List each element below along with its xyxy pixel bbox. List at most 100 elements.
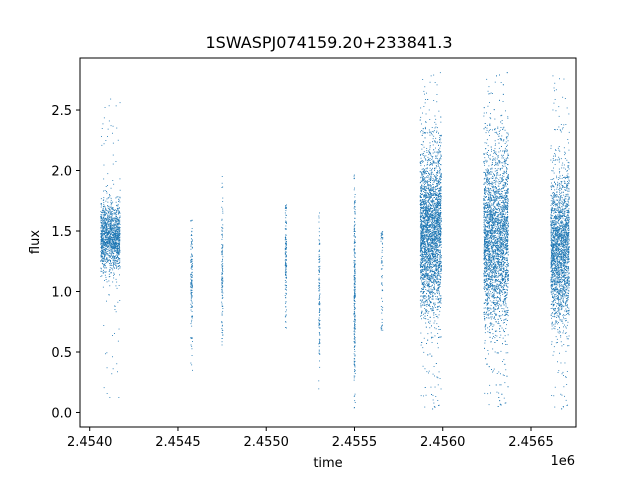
data-point [434, 222, 436, 224]
data-point [426, 171, 428, 172]
data-point [435, 209, 436, 211]
data-point [440, 155, 442, 157]
data-point [434, 214, 436, 216]
data-point [118, 266, 120, 267]
data-point [110, 209, 111, 211]
data-point [425, 318, 427, 320]
data-point [435, 283, 437, 284]
data-point [434, 241, 436, 243]
data-point [110, 272, 112, 274]
data-point [112, 250, 114, 252]
data-point [424, 190, 426, 191]
data-point [111, 258, 113, 259]
data-point [191, 294, 192, 296]
data-point [113, 263, 115, 264]
data-point [105, 235, 107, 237]
data-point [422, 232, 424, 234]
data-point [433, 229, 435, 231]
data-point [110, 204, 112, 206]
data-point [103, 243, 105, 245]
data-point [110, 218, 112, 220]
data-point [191, 325, 193, 327]
data-point [424, 201, 426, 203]
data-point [105, 248, 107, 249]
data-point [318, 240, 320, 242]
data-point [434, 243, 436, 245]
data-point [426, 252, 428, 254]
data-point [105, 251, 107, 253]
data-point [108, 232, 109, 234]
data-point [191, 266, 193, 268]
data-point [221, 332, 223, 333]
data-point [111, 214, 113, 216]
data-point [440, 196, 442, 197]
data-point [100, 261, 102, 262]
data-point [426, 223, 428, 225]
data-point [437, 267, 439, 269]
data-point [382, 284, 383, 286]
data-point [430, 192, 431, 194]
data-point [108, 197, 109, 199]
data-point [222, 224, 224, 226]
data-point [116, 241, 118, 243]
data-point [437, 180, 439, 182]
data-point [106, 222, 108, 224]
data-point [119, 178, 121, 180]
data-point [221, 279, 223, 281]
data-point [425, 128, 426, 130]
data-point [116, 247, 118, 249]
data-point [354, 200, 356, 201]
data-point [319, 303, 321, 305]
data-point [425, 252, 427, 253]
data-point [381, 256, 383, 257]
data-point [109, 219, 111, 221]
data-point [424, 241, 426, 243]
data-point [112, 217, 114, 219]
data-point [112, 232, 114, 233]
data-point [103, 215, 105, 217]
data-point [437, 261, 438, 263]
data-point [118, 244, 120, 246]
data-point [119, 196, 121, 198]
data-point [104, 239, 106, 241]
data-point [221, 252, 223, 253]
data-point [285, 208, 287, 210]
data-point [425, 259, 427, 261]
data-point [428, 244, 429, 246]
data-point [419, 212, 421, 214]
data-point [105, 258, 107, 259]
data-point [119, 217, 120, 219]
data-point [430, 258, 432, 260]
data-point [285, 217, 287, 219]
data-point [433, 74, 435, 76]
data-point [118, 222, 120, 224]
data-point [354, 297, 355, 299]
data-point [420, 230, 422, 232]
data-point [190, 267, 192, 269]
data-point [103, 252, 105, 253]
data-point [100, 218, 102, 220]
data-point [113, 263, 114, 265]
data-point [424, 234, 426, 236]
data-point [100, 206, 102, 208]
data-point [192, 316, 193, 318]
data-point [420, 199, 421, 201]
data-point [111, 227, 113, 229]
data-point [113, 243, 114, 244]
data-point [428, 178, 430, 180]
data-point [119, 259, 121, 261]
data-point [437, 175, 438, 177]
data-point [432, 180, 433, 181]
data-point [319, 258, 320, 260]
data-point [432, 183, 434, 185]
data-point [427, 223, 428, 224]
data-point [425, 168, 427, 170]
data-point [435, 396, 437, 397]
data-point [118, 238, 120, 240]
data-point [421, 184, 423, 186]
data-point [440, 138, 442, 140]
data-point [434, 187, 436, 189]
data-point [432, 156, 434, 157]
data-point [116, 242, 118, 244]
data-point [422, 132, 424, 134]
